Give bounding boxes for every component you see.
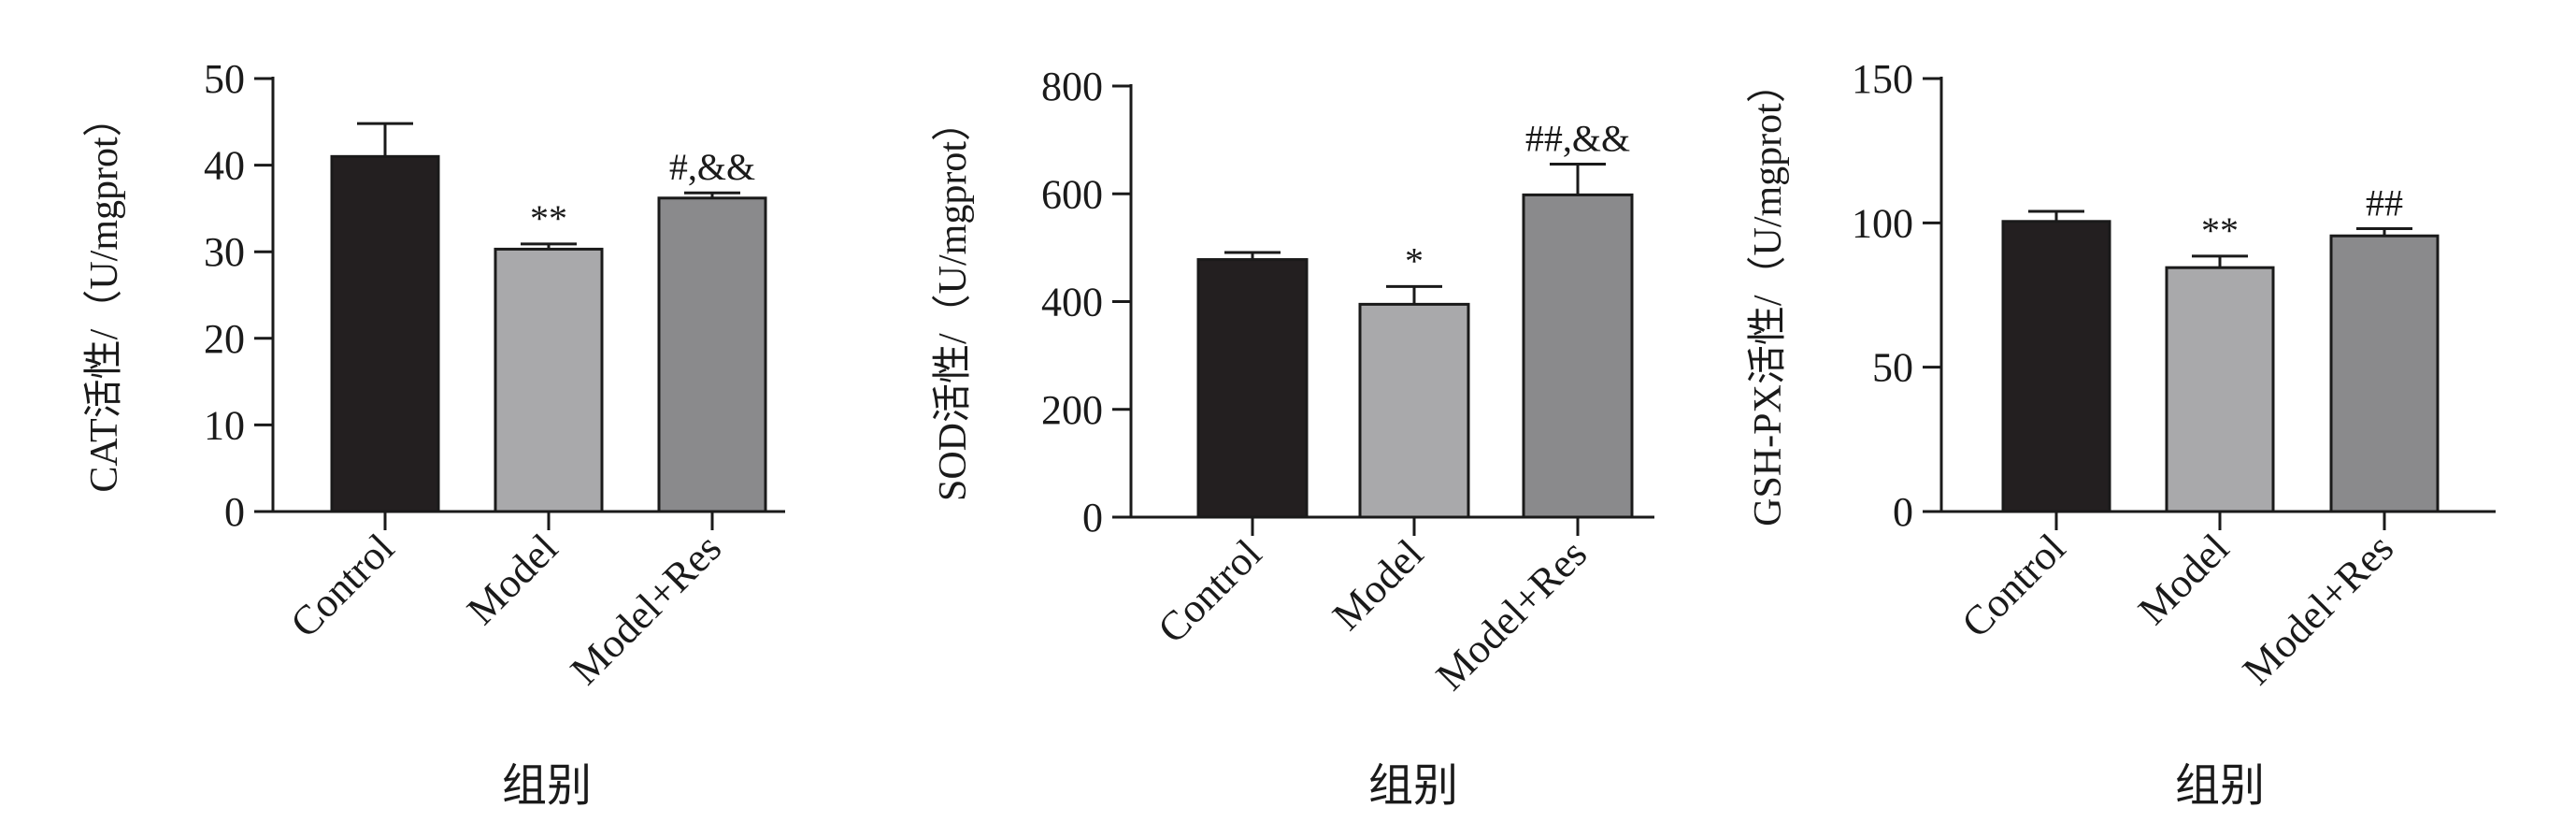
significance-label: ** (2201, 209, 2239, 252)
bar-model (1358, 302, 1470, 519)
bar-control (330, 154, 440, 513)
x-tick-label: Control (1149, 530, 1270, 652)
y-tick-label: 800 (1041, 64, 1103, 109)
x-tick-label: Model+Res (562, 525, 730, 693)
y-axis-title: SOD活性/（U/mgprot） (932, 102, 975, 501)
y-tick-label: 0 (224, 489, 245, 535)
bar-control (1196, 258, 1309, 519)
x-axis-title: 组别 (502, 761, 592, 811)
bar-model-res (1522, 193, 1634, 519)
x-tick-label: Model (458, 525, 566, 633)
significance-label: * (1405, 239, 1424, 281)
x-tick-label: Control (281, 525, 403, 646)
y-tick-label: 0 (1893, 489, 1913, 535)
y-tick-label: 0 (1082, 495, 1103, 541)
y-axis-title: CAT活性/（U/mgprot） (83, 97, 126, 492)
y-tick-label: 150 (1852, 56, 1913, 102)
x-tick-label: Control (1953, 525, 2074, 646)
significance-label: ## (2366, 182, 2403, 224)
bar-model (494, 247, 604, 513)
x-tick-label: Model+Res (1427, 530, 1596, 699)
x-tick-label: Model+Res (2234, 525, 2402, 693)
y-tick-label: 10 (204, 402, 245, 448)
y-tick-label: 100 (1852, 200, 1913, 246)
y-tick-label: 30 (204, 229, 245, 275)
y-tick-label: 40 (204, 143, 245, 189)
significance-label: ** (530, 197, 567, 239)
sod-activity-chart: * ##,&& 0 200 400 600 800 Control ModelModel+Res… (932, 64, 1654, 811)
y-tick-label: 50 (204, 56, 245, 102)
y-tick-label: 20 (204, 316, 245, 362)
bar-model-res (657, 196, 767, 513)
x-tick-label: Model (1324, 530, 1432, 639)
y-tick-label: 600 (1041, 171, 1103, 217)
y-tick-label: 200 (1041, 387, 1103, 433)
y-tick-label: 400 (1041, 280, 1103, 325)
y-tick-label: 50 (1872, 345, 1913, 391)
significance-label: ##,&& (1525, 118, 1630, 160)
x-axis-title: 组别 (2175, 761, 2265, 811)
bar-model (2165, 266, 2275, 513)
x-tick-label: Model (2129, 525, 2238, 633)
y-axis-title: GSH-PX活性/（U/mgprot） (1747, 64, 1790, 526)
significance-label: #,&& (669, 146, 755, 188)
bar-model-res (2329, 234, 2440, 513)
bar-control (2001, 220, 2111, 513)
x-axis-title: 组别 (1368, 761, 1458, 811)
